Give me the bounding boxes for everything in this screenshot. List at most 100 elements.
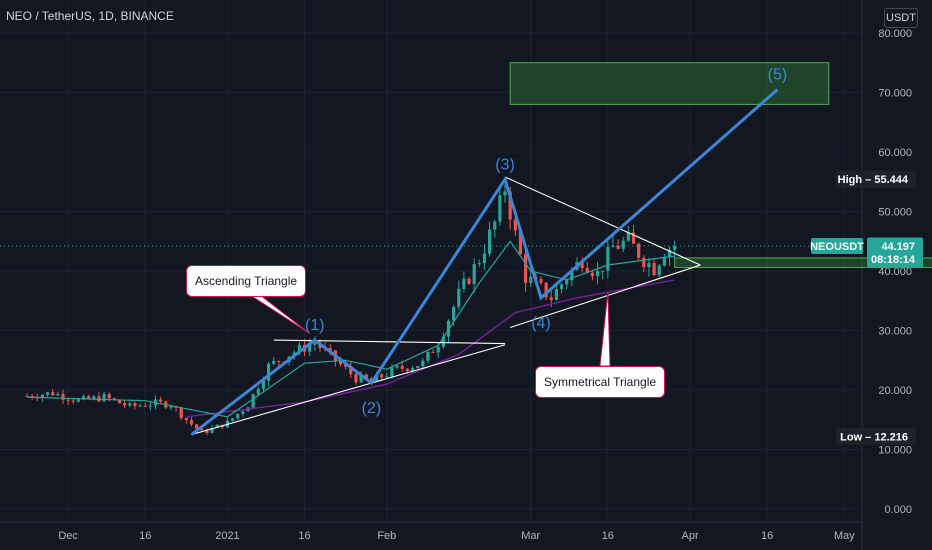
y-tick-label: 70.000	[878, 88, 912, 100]
candle-body	[667, 249, 672, 258]
candle-body	[544, 282, 548, 298]
x-tick-label: 16	[139, 530, 151, 542]
candle-body	[102, 394, 106, 402]
candle-body	[71, 400, 75, 402]
candle-body	[503, 191, 507, 196]
candle-body	[241, 411, 245, 414]
candle-body	[297, 344, 302, 353]
symbol-title[interactable]: NEO / TetherUS, 1D, BINANCE	[6, 9, 174, 23]
callout-ascending-triangle[interactable]: Ascending Triangle	[186, 265, 307, 297]
candle-body	[189, 420, 194, 425]
currency-label[interactable]: USDT	[884, 8, 918, 28]
x-tick-label: 16	[298, 530, 310, 542]
candle-body	[488, 229, 492, 254]
candle-body	[61, 394, 65, 400]
candle-body	[657, 265, 661, 276]
y-tick-label: 40.000	[878, 266, 912, 278]
candle-body	[498, 195, 502, 222]
low-label-text: Low – 12.216	[840, 431, 908, 443]
candle-body	[554, 289, 559, 301]
candle-body	[508, 191, 512, 220]
candle-body	[390, 367, 394, 377]
candle-body	[549, 297, 553, 301]
candle-body	[662, 257, 666, 266]
candle-body	[493, 221, 497, 230]
high-label-text: High – 55.444	[838, 174, 909, 186]
candle-body	[436, 346, 440, 353]
candle-body	[395, 365, 399, 368]
candle-body	[313, 342, 317, 345]
candle-body	[81, 396, 86, 400]
candle-body	[673, 246, 677, 250]
candle-body	[256, 389, 260, 395]
last-price-symbol: NEOUSDT	[810, 241, 864, 253]
candle-body	[359, 374, 363, 383]
candle-body	[606, 247, 610, 271]
candle-body	[431, 351, 435, 353]
candle-body	[148, 405, 152, 407]
candle-body	[482, 253, 487, 264]
candle-body	[652, 262, 656, 276]
candle-body	[184, 417, 188, 421]
y-tick-label: 0.000	[884, 504, 912, 516]
candle-body	[559, 284, 564, 290]
candle-body	[416, 366, 420, 369]
candle-body	[462, 278, 466, 289]
x-tick-label: May	[834, 530, 855, 542]
candle-body	[123, 403, 127, 406]
candle-body	[616, 245, 620, 249]
candle-body	[621, 240, 625, 249]
candle-body	[477, 263, 481, 265]
candle-body	[385, 376, 389, 378]
candle-body	[426, 351, 430, 361]
candle-body	[457, 288, 461, 307]
last-price-box	[867, 237, 923, 268]
candle-body	[231, 418, 235, 421]
candle-body	[328, 348, 332, 351]
candle-body	[405, 368, 409, 372]
candle-body	[272, 360, 276, 364]
candle-body	[277, 360, 281, 362]
triangle-trendline	[504, 176, 701, 266]
triangle-trendline	[191, 344, 506, 436]
candle-body	[441, 336, 445, 347]
candle-body	[308, 344, 312, 352]
y-tick-label: 50.000	[878, 207, 912, 219]
wave-label: (5)	[768, 67, 788, 84]
candle-body	[631, 232, 636, 244]
candle-body	[344, 364, 348, 367]
candle-body	[421, 360, 425, 367]
wave-count-line	[190, 88, 779, 436]
candle-body	[159, 399, 163, 402]
candle-body	[236, 413, 240, 419]
candle-body	[179, 407, 183, 418]
callout-symmetrical-triangle[interactable]: Symmetrical Triangle	[535, 366, 666, 398]
candle-body	[523, 254, 528, 283]
candle-body	[25, 395, 29, 397]
candle-body	[200, 428, 204, 431]
last-price-countdown: 08:18:14	[871, 254, 916, 266]
candle-body	[518, 230, 523, 255]
x-tick-label: 16	[602, 530, 614, 542]
y-tick-label: 80.000	[878, 28, 912, 40]
y-tick-label: 10.000	[878, 445, 912, 457]
breakout-zone-rect	[674, 257, 932, 268]
candle-body	[585, 268, 589, 273]
y-tick-label: 20.000	[878, 385, 912, 397]
candle-body	[601, 270, 605, 272]
wave-label: (3)	[495, 156, 515, 173]
triangle-trendline	[509, 264, 701, 329]
candle-body	[595, 271, 600, 277]
candle-body	[637, 243, 641, 258]
candle-body	[647, 262, 651, 268]
y-tick-label: 30.000	[878, 326, 912, 338]
candle-body	[266, 363, 271, 381]
candle-body	[51, 392, 55, 396]
candle-body	[590, 272, 594, 277]
candle-body	[107, 394, 111, 399]
candle-body	[92, 396, 96, 399]
candle-body	[626, 232, 630, 241]
candle-body	[169, 406, 173, 408]
